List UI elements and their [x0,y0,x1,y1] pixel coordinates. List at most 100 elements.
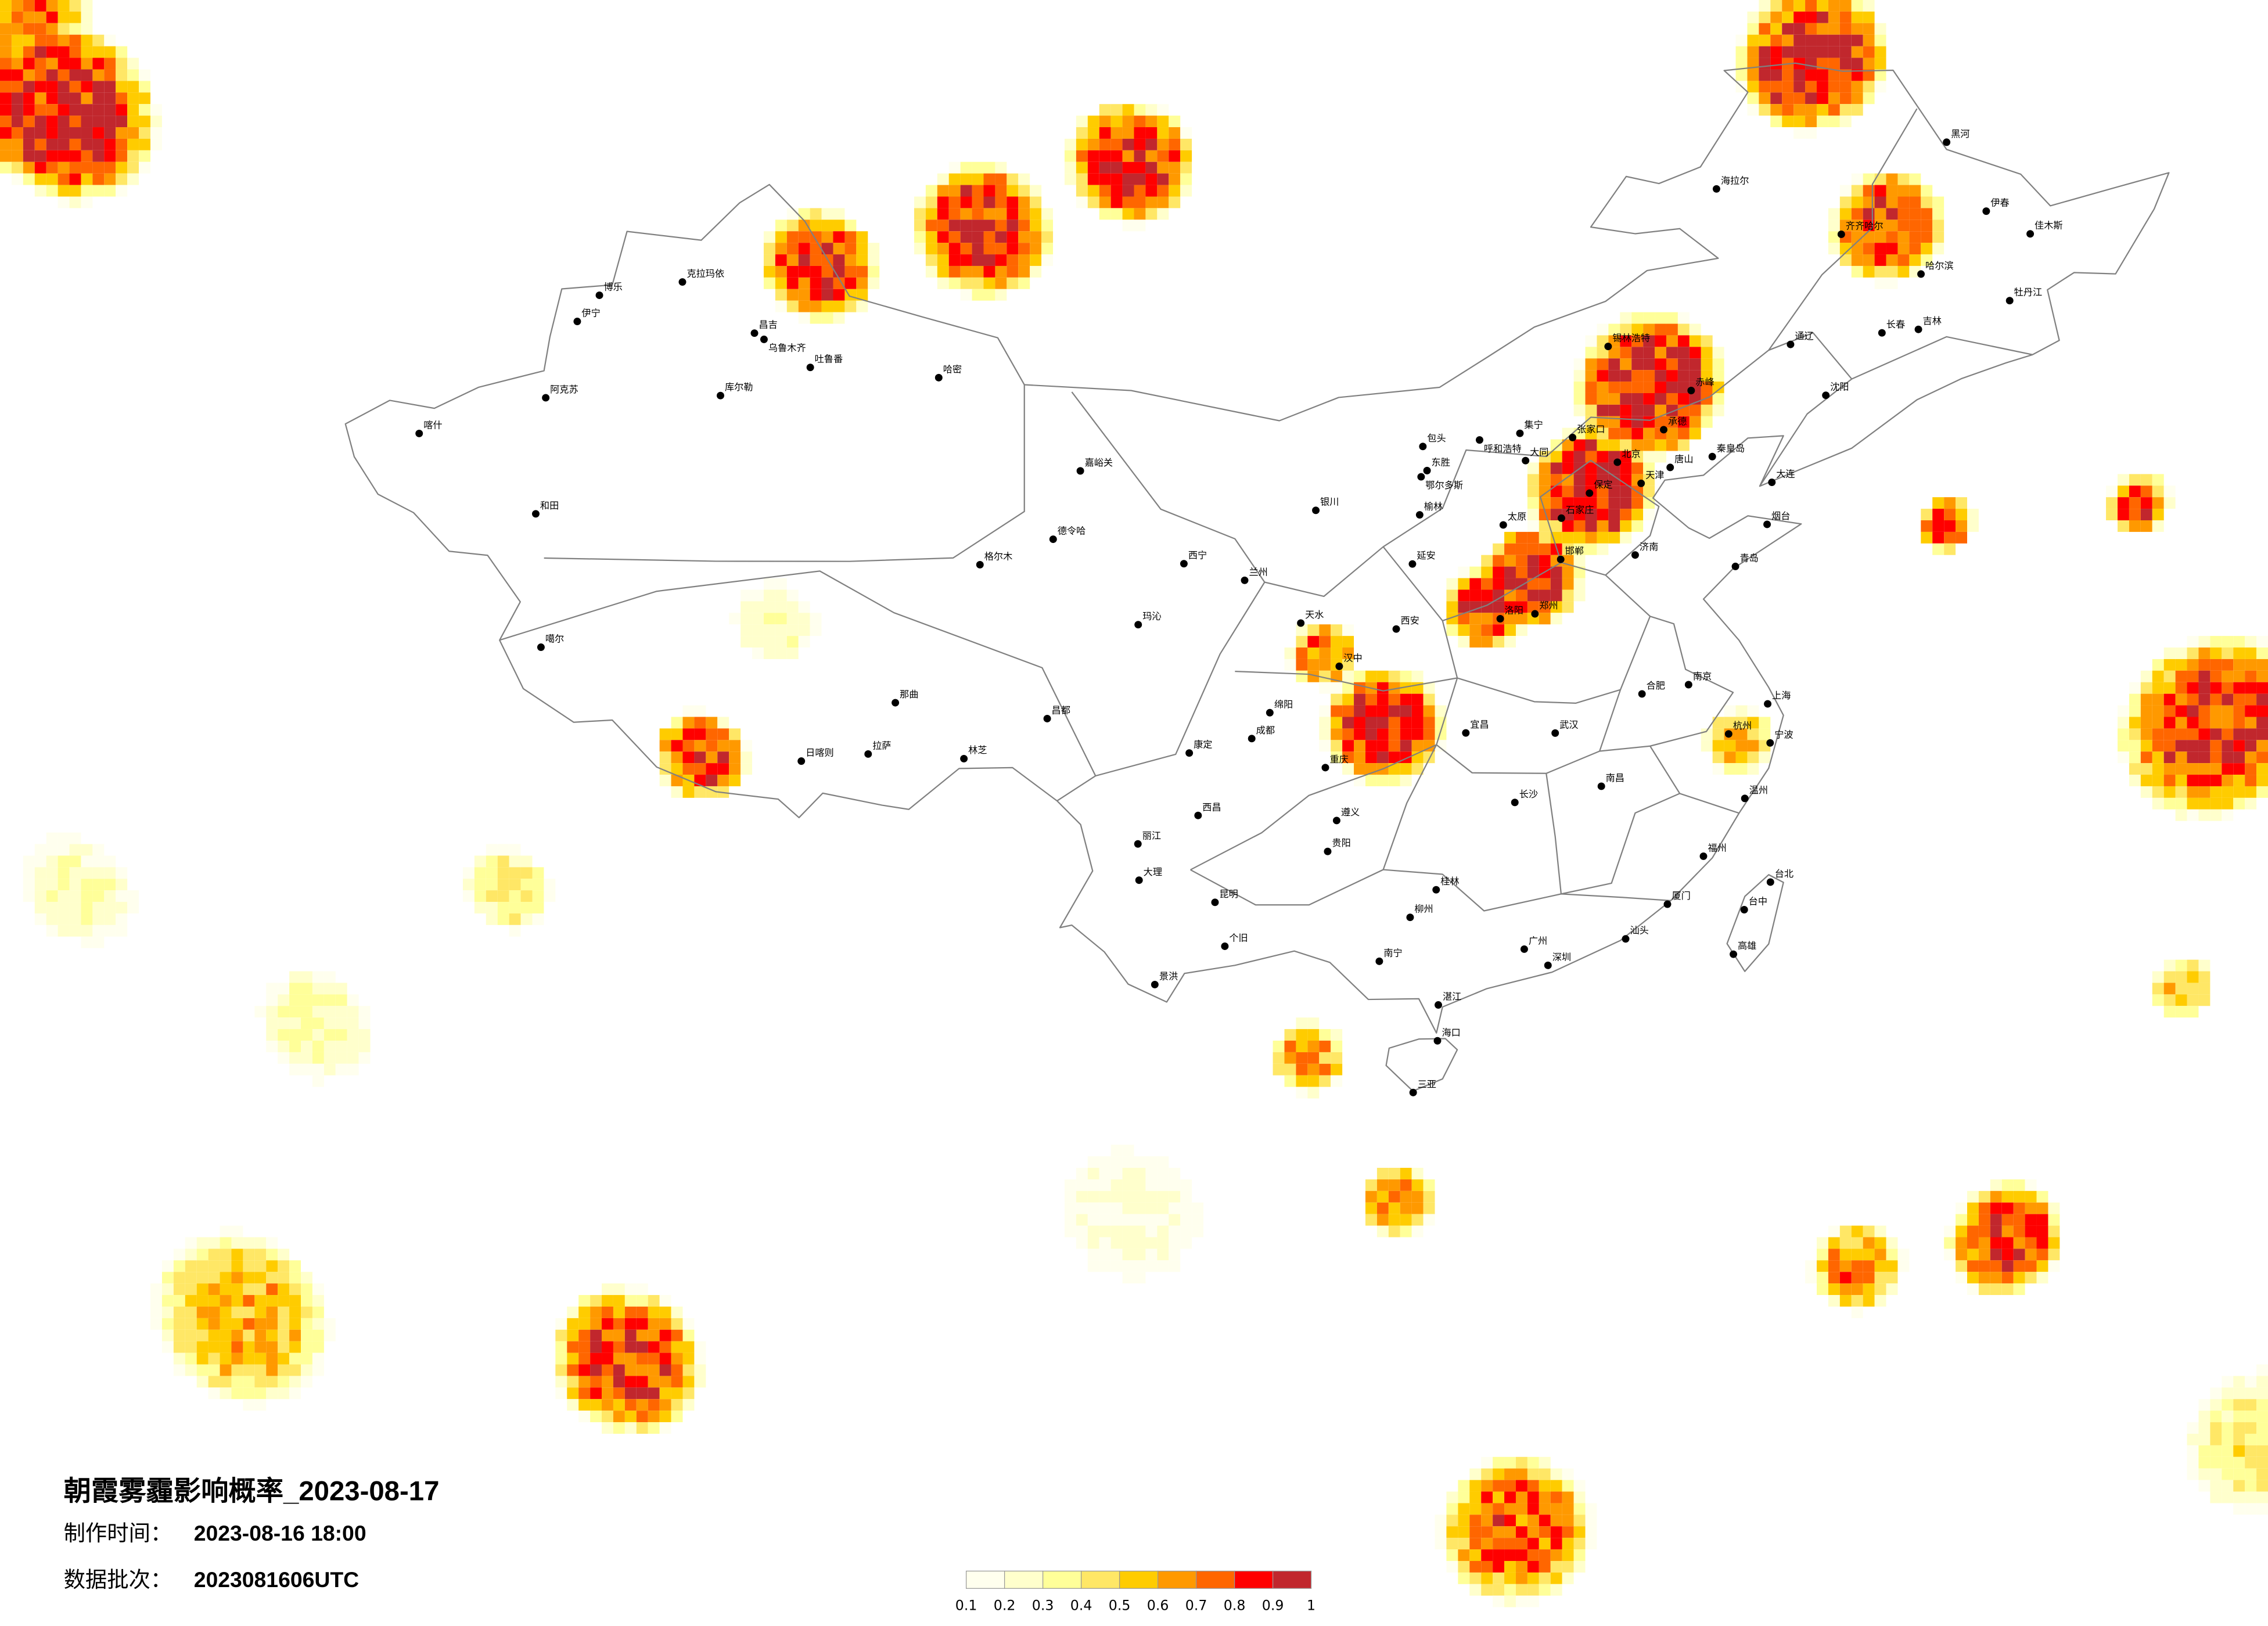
haze-cell [532,913,544,925]
haze-cell [2210,1468,2222,1480]
haze-cell [1562,1503,1574,1515]
haze-cell [127,104,139,116]
haze-cell [1897,231,1910,243]
haze-cell [1782,104,1794,116]
haze-cell [1527,520,1539,532]
haze-cell [624,1422,637,1434]
haze-cell [1400,740,1412,752]
city-label: 乌鲁木齐 [768,342,806,353]
haze-cell [798,601,810,613]
haze-cell [1539,462,1551,474]
haze-cell [1376,1190,1389,1203]
haze-cell [1724,705,1736,717]
haze-cell [995,243,1007,255]
haze-cell [706,717,718,729]
haze-cell [1539,1456,1551,1469]
haze-cell [1157,173,1169,185]
haze-cell [1423,1214,1435,1226]
haze-cell [220,1318,232,1330]
haze-cell [2117,705,2129,717]
haze-cell [2222,1456,2234,1469]
haze-cell [1481,636,1493,648]
haze-cell [798,613,810,625]
haze-cell [2163,728,2176,740]
haze-cell [2256,670,2268,682]
city-marker: 克拉玛依 [678,268,724,286]
city-label: 包头 [1427,433,1446,444]
city-dot [960,754,968,762]
haze-cell [2140,497,2152,509]
haze-cell [2222,693,2234,706]
haze-cell [659,1387,671,1400]
haze-cell [775,601,787,613]
haze-cell [1816,1249,1828,1261]
haze-cell [821,243,833,255]
haze-cell [1932,543,1944,555]
haze-cell [266,1364,278,1376]
haze-cell [92,116,105,128]
haze-cell [266,1306,278,1318]
haze-cell [1504,555,1516,567]
haze-cell [1342,705,1354,717]
city-label: 个旧 [1229,933,1248,944]
haze-cell [1805,92,1817,105]
haze-cell [462,879,475,891]
haze-cell [2106,485,2118,498]
haze-cell [602,1306,613,1318]
haze-cell [1573,566,1586,578]
haze-cell [1608,427,1620,440]
haze-cell [1134,1190,1146,1203]
haze-cell [1157,104,1169,116]
haze-cell [1921,254,1933,266]
haze-cell [1573,543,1586,555]
haze-cell [185,1306,197,1318]
haze-cell [2152,971,2164,983]
city-label: 锡林浩特 [1612,333,1650,344]
haze-cell [1978,1249,1990,1261]
haze-cell [1874,34,1886,46]
haze-cell [1666,312,1678,324]
haze-cell [1423,740,1435,752]
haze-cell [1411,693,1424,706]
haze-cell [729,740,741,752]
haze-cell [1504,1515,1516,1527]
haze-cell [636,1318,648,1330]
haze-cell [983,185,995,197]
haze-cell [1747,705,1759,717]
haze-cell [1851,1249,1863,1261]
haze-cell [1851,243,1863,255]
haze-cell [1886,208,1898,220]
haze-cell [289,1295,301,1307]
haze-cell [1458,624,1470,636]
haze-cell [1331,705,1343,717]
haze-cell [173,1306,185,1318]
haze-cell [1573,393,1586,405]
haze-cell [92,902,105,913]
haze-cell [741,613,753,625]
haze-cell [1319,682,1331,694]
haze-cell [358,1006,371,1018]
haze-cell [1515,601,1527,613]
haze-cell [1493,1549,1505,1561]
haze-cell [1851,1272,1863,1284]
haze-cell [983,254,995,266]
haze-cell [1365,728,1377,740]
haze-cell [659,1352,671,1365]
haze-cell [914,220,926,232]
haze-cell [1585,520,1597,532]
haze-cell [2025,1214,2037,1226]
city-marker: 北京 [1613,448,1641,466]
haze-cell [1620,358,1632,370]
haze-cell [1990,1272,2002,1284]
haze-cell [23,0,35,12]
haze-cell [671,786,683,798]
haze-cell [312,1352,324,1365]
haze-cell [2222,659,2234,671]
city-marker: 长沙 [1511,789,1538,807]
haze-cell [624,1318,637,1330]
haze-cell [289,1318,301,1330]
haze-cell [116,173,128,185]
haze-cell [613,1295,625,1307]
haze-cell [1631,404,1644,416]
haze-cell [208,1283,220,1296]
